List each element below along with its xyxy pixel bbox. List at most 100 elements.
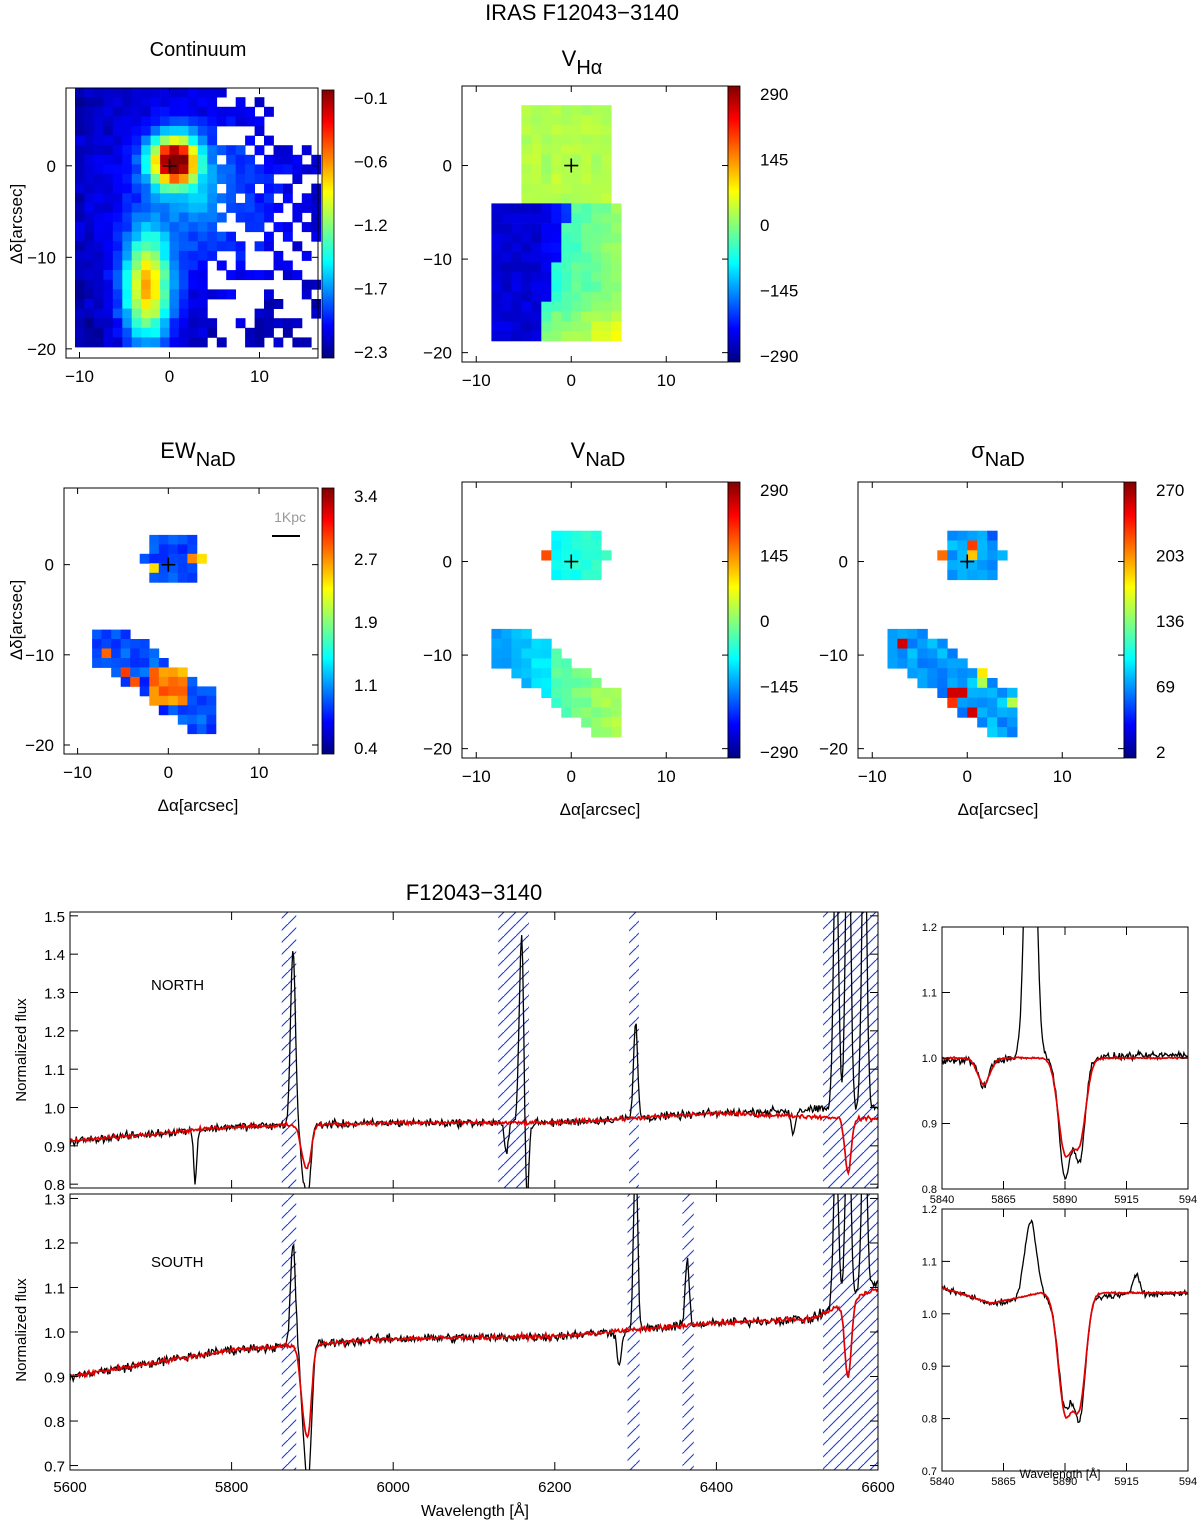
map-pixel xyxy=(273,250,284,261)
map-pixel xyxy=(178,174,189,184)
map-pixel xyxy=(917,628,928,640)
map-pixel xyxy=(264,327,274,338)
spectrum-title: F12043−3140 xyxy=(406,880,542,905)
y-tick-label: −10 xyxy=(819,646,848,665)
observed-spectrum-line xyxy=(70,1194,878,1470)
south-panel-label: SOUTH xyxy=(151,1254,204,1271)
map-pixel xyxy=(511,272,522,283)
map-pixels-ewnad xyxy=(92,534,217,735)
map-pixel xyxy=(571,530,582,541)
model-spectrum-line xyxy=(942,1055,1188,1158)
map-pixel xyxy=(197,183,208,194)
map-pixel xyxy=(531,678,542,689)
map-pixel xyxy=(551,193,562,204)
map-pixel xyxy=(581,707,592,718)
map-pixel xyxy=(947,560,958,571)
map-pixel xyxy=(169,260,180,271)
map-pixel xyxy=(75,279,85,290)
map-pixel xyxy=(591,223,602,234)
map-pixel xyxy=(141,270,152,281)
map-pixel xyxy=(947,530,958,541)
map-pixel xyxy=(196,686,207,697)
y-tick-label: 0 xyxy=(443,157,452,176)
map-pixel xyxy=(112,337,123,348)
map-pixel xyxy=(601,717,612,728)
map-pixel xyxy=(112,270,123,281)
map-pixel xyxy=(141,289,152,300)
map-pixel xyxy=(273,222,284,233)
colorbar-tick-label: −290 xyxy=(760,347,798,366)
map-pixel xyxy=(561,707,572,718)
map-pixel xyxy=(311,183,322,194)
observed-spectrum-line xyxy=(942,927,1188,1181)
map-pixel xyxy=(541,115,552,126)
colorbar-tick-label: 69 xyxy=(1156,678,1175,697)
map-pixel xyxy=(591,291,602,302)
map-pixel xyxy=(178,318,189,329)
map-pixel xyxy=(187,563,198,574)
map-pixel xyxy=(131,145,142,156)
map-pixel xyxy=(501,213,512,224)
map-pixel xyxy=(103,126,114,136)
colorbar xyxy=(727,85,741,363)
map-pixel xyxy=(273,260,284,271)
map-pixel xyxy=(591,144,602,155)
map-pixel xyxy=(292,337,303,348)
map-pixel xyxy=(169,289,180,300)
map-pixel xyxy=(169,241,180,252)
colorbar-tick-label: −0.1 xyxy=(354,89,388,108)
map-pixel xyxy=(139,658,150,668)
map-pixel xyxy=(264,212,274,223)
map-pixel xyxy=(188,135,199,146)
map-pixel xyxy=(207,145,218,156)
y-tick-label: 0.9 xyxy=(922,1361,937,1373)
map-pixel xyxy=(521,301,532,312)
map-pixel xyxy=(216,164,227,175)
model-spectrum-line xyxy=(70,1286,878,1439)
map-pixel xyxy=(551,115,562,126)
map-pixel xyxy=(196,724,207,735)
map-pixel xyxy=(531,262,542,273)
map-pixel xyxy=(84,87,95,98)
map-pixel xyxy=(581,203,592,214)
map-pixel xyxy=(207,193,218,204)
map-pixel xyxy=(957,569,968,581)
map-pixel xyxy=(977,687,988,698)
map-pixel xyxy=(131,106,142,117)
map-pixel xyxy=(611,687,622,698)
map-pixel xyxy=(177,534,188,545)
map-pixel xyxy=(141,308,152,319)
map-pixel xyxy=(591,105,602,116)
map-pixel xyxy=(207,164,218,175)
map-pixel xyxy=(169,337,180,348)
x-tick-label: 0 xyxy=(164,763,173,782)
map-pixel xyxy=(93,164,104,175)
map-pixel xyxy=(160,279,170,290)
map-pixel xyxy=(131,231,142,242)
map-pixel xyxy=(112,260,123,271)
map-pixel xyxy=(93,135,104,146)
map-pixel xyxy=(207,241,218,252)
map-pixel xyxy=(92,639,102,649)
map-pixel xyxy=(292,318,303,329)
map-pixel xyxy=(92,648,102,659)
map-pixel xyxy=(521,154,532,165)
map-pixel xyxy=(160,250,170,261)
map-pixel xyxy=(521,658,532,669)
map-pixel xyxy=(601,291,612,302)
x-tick-label: 0 xyxy=(165,367,174,386)
map-pixel xyxy=(601,213,612,224)
map-pixel xyxy=(177,553,188,564)
map-pixel xyxy=(551,687,562,698)
map-pixel xyxy=(531,232,542,244)
map-pixel xyxy=(501,272,512,283)
map-pixel xyxy=(541,550,552,561)
map-pixel xyxy=(112,299,123,309)
map-pixel xyxy=(150,135,161,146)
map-pixel xyxy=(273,183,284,194)
map-pixel xyxy=(160,289,170,300)
map-pixel xyxy=(168,572,179,583)
map-pixel xyxy=(93,116,104,127)
map-pixel xyxy=(611,717,622,728)
map-pixel xyxy=(301,193,312,204)
